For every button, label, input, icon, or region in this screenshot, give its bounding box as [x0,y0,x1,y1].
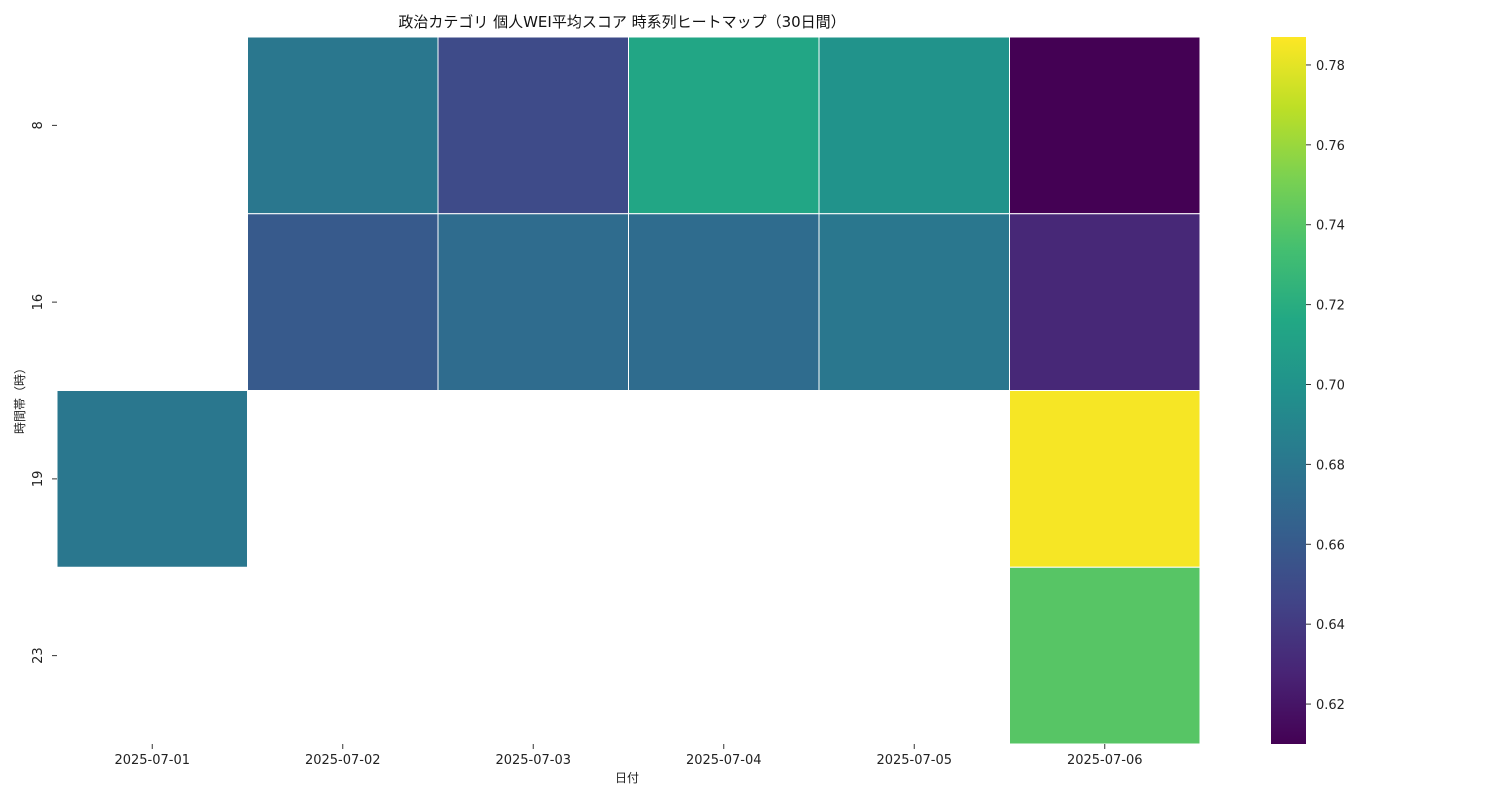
colorbar-tick-label: 0.74 [1316,219,1345,234]
y-axis-ticks: 8 16 19 23 [31,121,57,664]
heatmap-cell-23-2025-07-06 [1009,566,1201,745]
heatmap-cell-16-2025-07-04 [628,213,820,391]
heatmap-cell-16-2025-07-06 [1009,213,1201,391]
colorbar-tick-label: 0.78 [1316,59,1345,74]
x-tick-label: 2025-07-06 [1067,753,1143,768]
chart-title: 政治カテゴリ 個人WEI平均スコア 時系列ヒートマップ（30日間） [398,13,845,31]
x-axis-label: 日付 [615,771,639,785]
x-tick-label: 2025-07-04 [686,753,762,768]
heatmap-cell-16-2025-07-03 [437,213,629,391]
x-axis-ticks: 2025-07-01 2025-07-02 2025-07-03 2025-07-04… [114,744,1143,768]
y-tick-label: 19 [31,471,46,488]
heatmap-cell-8-2025-07-03 [437,36,629,215]
x-tick-label: 2025-07-02 [305,753,381,768]
colorbar-tick-label: 0.76 [1316,139,1345,154]
colorbar-tick-label: 0.62 [1316,698,1345,713]
colorbar-tick-label: 0.68 [1316,458,1345,473]
x-tick-label: 2025-07-03 [495,753,571,768]
y-tick-label: 23 [31,647,46,664]
heatmap-cell-19-2025-07-06 [1009,390,1201,568]
heatmap-cell-8-2025-07-05 [818,36,1010,215]
colorbar-tick-label: 0.72 [1316,299,1345,314]
colorbar-tick-label: 0.66 [1316,538,1345,553]
colorbar: 0.62 0.64 0.66 0.68 0.70 0.72 0.74 0.76 0.78 [1271,37,1345,744]
y-tick-label: 16 [31,294,46,311]
heatmap-cell-8-2025-07-06 [1009,36,1201,215]
colorbar-tick-label: 0.64 [1316,618,1345,633]
heatmap-cell-16-2025-07-02 [247,213,439,391]
x-tick-label: 2025-07-01 [114,753,190,768]
heatmap-cells [56,36,1201,745]
x-tick-label: 2025-07-05 [876,753,952,768]
heatmap-cell-8-2025-07-02 [247,36,439,215]
colorbar-tick-label: 0.70 [1316,379,1345,394]
y-axis-label: 時間帯（時） [13,362,27,434]
heatmap-cell-19-2025-07-01 [56,390,248,568]
heatmap-cell-16-2025-07-05 [818,213,1010,391]
colorbar-gradient [1271,37,1306,744]
heatmap-cell-8-2025-07-04 [628,36,820,215]
y-tick-label: 8 [31,121,46,129]
